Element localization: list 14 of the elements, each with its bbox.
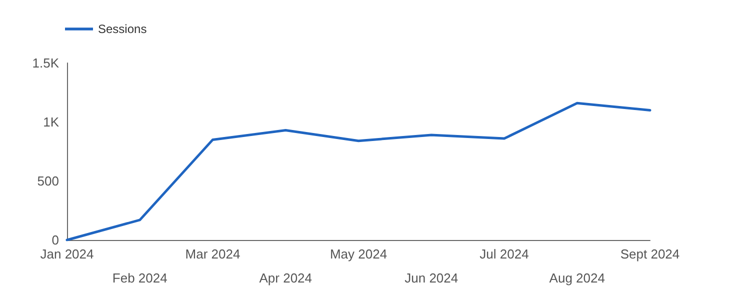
x-tick-label: Jul 2024 <box>480 246 529 262</box>
x-tick-label: Feb 2024 <box>112 270 168 286</box>
x-tick-label: Mar 2024 <box>185 246 240 262</box>
x-tick-label: Aug 2024 <box>549 270 605 286</box>
x-tick-label: May 2024 <box>330 246 388 262</box>
x-tick-label: Jun 2024 <box>404 270 458 286</box>
x-tick-label: Sept 2024 <box>620 246 680 262</box>
y-tick-label: 1K <box>43 114 60 130</box>
y-tick-label: 0 <box>52 232 59 248</box>
legend-label: Sessions <box>98 22 147 36</box>
x-tick-label: Jan 2024 <box>40 246 94 262</box>
x-tick-label: Apr 2024 <box>259 270 312 286</box>
y-tick-label: 1.5K <box>32 56 60 70</box>
y-tick-label: 500 <box>37 174 59 188</box>
